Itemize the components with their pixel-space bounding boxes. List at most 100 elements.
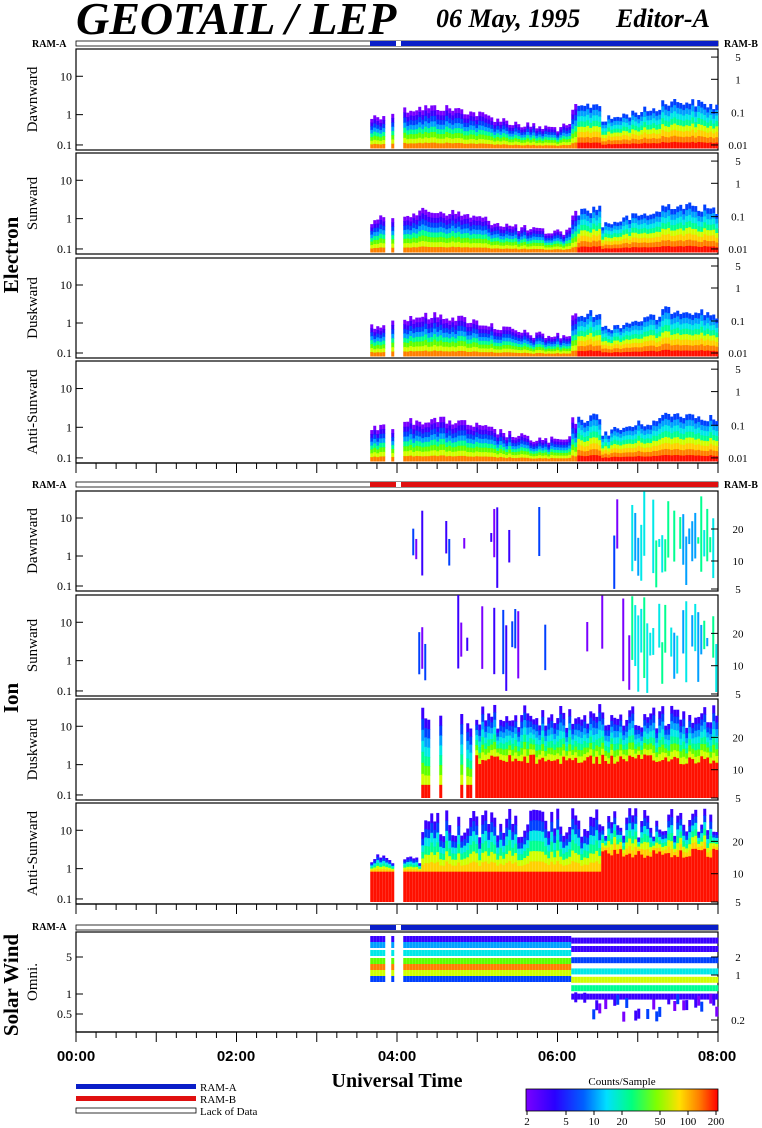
heat-cell	[502, 121, 506, 127]
heat-cell	[625, 439, 629, 445]
heat-cell	[631, 596, 634, 660]
heat-cell	[373, 342, 377, 347]
heat-cell	[490, 443, 494, 449]
heat-cell	[484, 333, 488, 338]
heat-cell	[484, 429, 488, 435]
heat-cell	[484, 135, 488, 141]
heat-cell	[694, 423, 698, 430]
heat-cell	[580, 719, 584, 727]
heat-cell	[646, 124, 650, 131]
heat-cell	[589, 438, 593, 445]
heat-cell	[667, 240, 671, 247]
heat-cell	[409, 340, 413, 347]
heat-cell	[520, 836, 524, 844]
heat-cell	[442, 138, 446, 144]
heat-cell	[541, 339, 545, 343]
heat-cell	[376, 863, 380, 867]
heat-cell	[496, 437, 500, 442]
heat-cell	[406, 866, 410, 870]
heat-cell	[409, 428, 413, 435]
heat-cell	[421, 762, 425, 775]
heat-cell	[403, 342, 407, 348]
heat-cell	[379, 238, 383, 244]
heat-cell	[571, 839, 575, 852]
heat-cell	[448, 320, 452, 326]
heat-cell	[517, 133, 521, 137]
heat-cell	[706, 334, 710, 341]
heat-cell	[685, 536, 688, 585]
heat-cell	[541, 861, 545, 873]
heat-cell	[634, 143, 638, 149]
heat-cell	[586, 723, 590, 729]
heat-cell	[433, 854, 437, 864]
heat-cell	[409, 345, 413, 352]
heat-cell	[463, 126, 467, 132]
heat-cell	[652, 223, 656, 229]
heat-cell	[490, 323, 494, 328]
heat-cell	[556, 131, 560, 134]
heat-cell	[421, 858, 425, 866]
heat-cell	[472, 319, 476, 325]
heat-cell	[505, 455, 509, 459]
heat-cell	[472, 811, 476, 822]
heat-cell	[496, 841, 500, 849]
heat-cell	[640, 143, 644, 149]
heat-cell	[421, 627, 424, 669]
heat-cell	[652, 228, 656, 234]
heat-cell	[637, 242, 641, 248]
heat-cell	[640, 116, 644, 122]
panel-label: Anti-Sunward	[25, 369, 41, 454]
heat-cell	[529, 749, 533, 756]
heat-cell	[391, 453, 395, 458]
heat-cell	[697, 455, 701, 462]
panel-label: Duskward	[25, 718, 41, 780]
heat-cell	[475, 816, 479, 827]
heat-cell	[430, 212, 434, 219]
heat-cell	[610, 445, 614, 450]
heat-cell	[487, 430, 491, 436]
heat-cell	[505, 130, 509, 135]
heat-cell	[469, 143, 473, 149]
heat-cell	[673, 334, 677, 341]
heat-cell	[598, 424, 602, 431]
heat-cell	[682, 142, 686, 149]
heat-cell	[655, 236, 659, 243]
heat-cell	[493, 826, 497, 837]
heat-cell	[502, 436, 506, 441]
heat-cell	[370, 871, 374, 902]
heat-cell	[511, 621, 514, 648]
heat-cell	[484, 143, 488, 149]
heat-cell	[523, 238, 527, 243]
heat-cell	[529, 132, 533, 136]
heat-cell	[625, 122, 629, 128]
heat-cell	[682, 734, 686, 743]
heat-cell	[550, 727, 554, 735]
heat-cell	[466, 732, 470, 742]
heat-cell	[469, 425, 473, 431]
heat-cell	[421, 218, 425, 225]
heat-cell	[457, 241, 461, 248]
heat-cell	[565, 447, 569, 451]
heat-cell	[523, 749, 527, 758]
heat-cell	[385, 871, 389, 902]
heat-cell	[412, 346, 416, 352]
heat-cell	[649, 214, 653, 220]
heat-cell	[418, 346, 422, 352]
heat-cell	[598, 111, 602, 118]
heat-cell	[637, 537, 640, 576]
heat-cell	[688, 233, 692, 241]
heat-cell	[670, 142, 674, 149]
heat-cell	[412, 860, 416, 864]
heat-cell	[580, 325, 584, 332]
heat-cell	[511, 242, 515, 247]
heat-cell	[475, 342, 479, 348]
heat-cell	[664, 752, 668, 758]
heat-cell	[550, 126, 554, 131]
heat-cell	[472, 333, 476, 339]
heat-cell	[487, 135, 491, 141]
heat-cell	[652, 445, 656, 452]
heat-cell	[586, 246, 590, 253]
heat-cell	[643, 326, 647, 333]
heat-cell	[652, 722, 656, 731]
heat-cell	[709, 739, 713, 747]
